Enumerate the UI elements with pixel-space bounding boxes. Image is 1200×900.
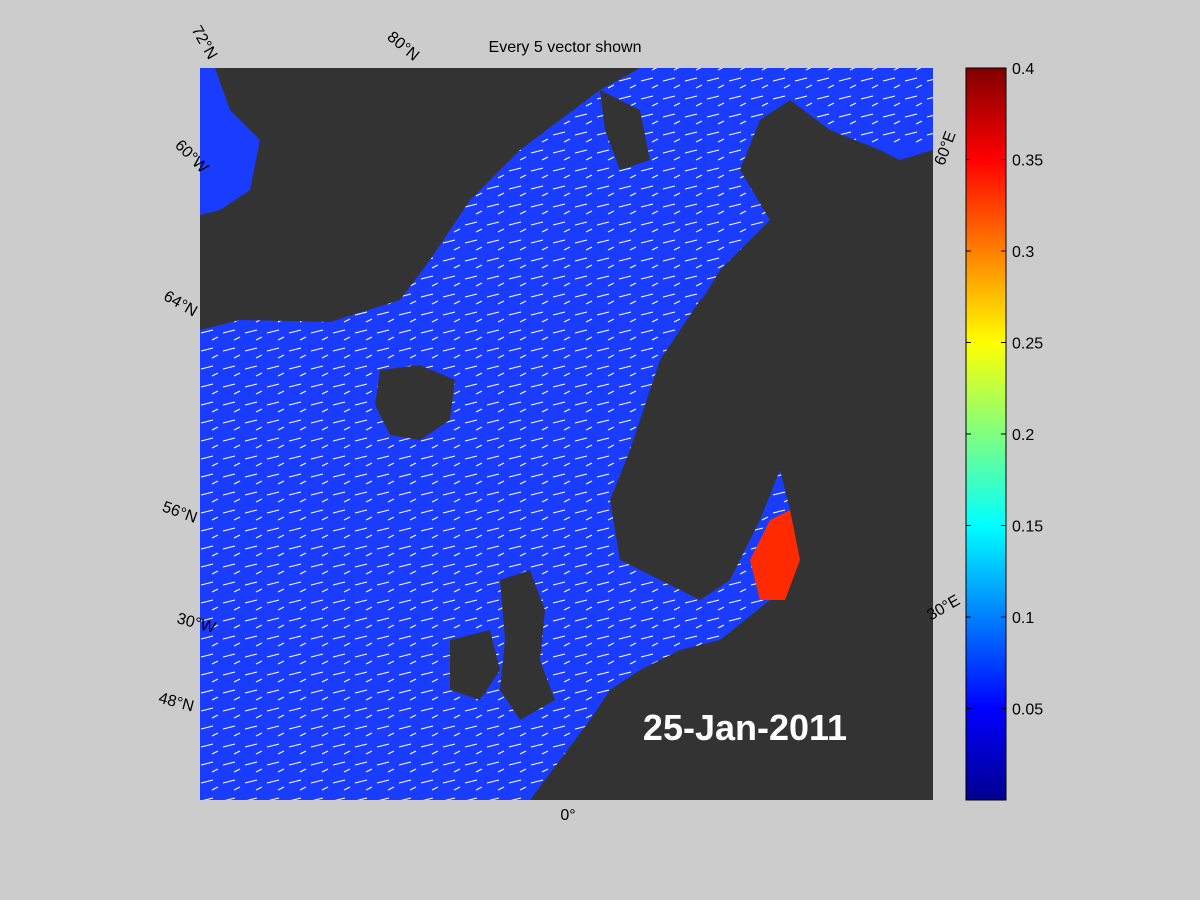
lat-label: 48°N xyxy=(157,690,196,716)
baltic-hotspot xyxy=(750,510,800,600)
britain xyxy=(500,570,555,720)
date-label: 25-Jan-2011 xyxy=(643,707,847,748)
vectors xyxy=(200,68,933,800)
lat-label: 80°N xyxy=(384,29,422,65)
colorbar-tick-label: 0.25 xyxy=(1012,336,1043,353)
colorbar-tick-label: 0.15 xyxy=(1012,519,1043,536)
lat-label: 64°N xyxy=(161,288,200,321)
colorbar-tick-label: 0.4 xyxy=(1012,61,1034,78)
colorbar-tick-label: 0.05 xyxy=(1012,702,1043,719)
lat-label: 72°N xyxy=(188,23,221,62)
lon-label: 0° xyxy=(560,807,575,824)
colorbar-tick-label: 0.2 xyxy=(1012,427,1034,444)
ireland xyxy=(450,630,500,700)
colorbar-tick-label: 0.3 xyxy=(1012,244,1034,261)
colorbar-tick-label: 0.35 xyxy=(1012,153,1043,170)
colorbar-tick-label: 0.1 xyxy=(1012,610,1034,627)
scandinavia xyxy=(615,260,880,590)
colorbar xyxy=(965,67,1007,801)
lat-label: 56°N xyxy=(160,499,199,527)
lon-label: 60°E xyxy=(932,129,960,168)
svalbard xyxy=(600,90,650,170)
colorbar-ticks: 0.05 0.1 0.15 0.2 0.25 0.3 0.35 0.4 xyxy=(966,61,1043,719)
iceland xyxy=(375,365,455,440)
map: 25-Jan-2011 xyxy=(200,68,933,800)
ocean-west xyxy=(200,68,260,215)
title: Every 5 vector shown xyxy=(489,39,642,56)
